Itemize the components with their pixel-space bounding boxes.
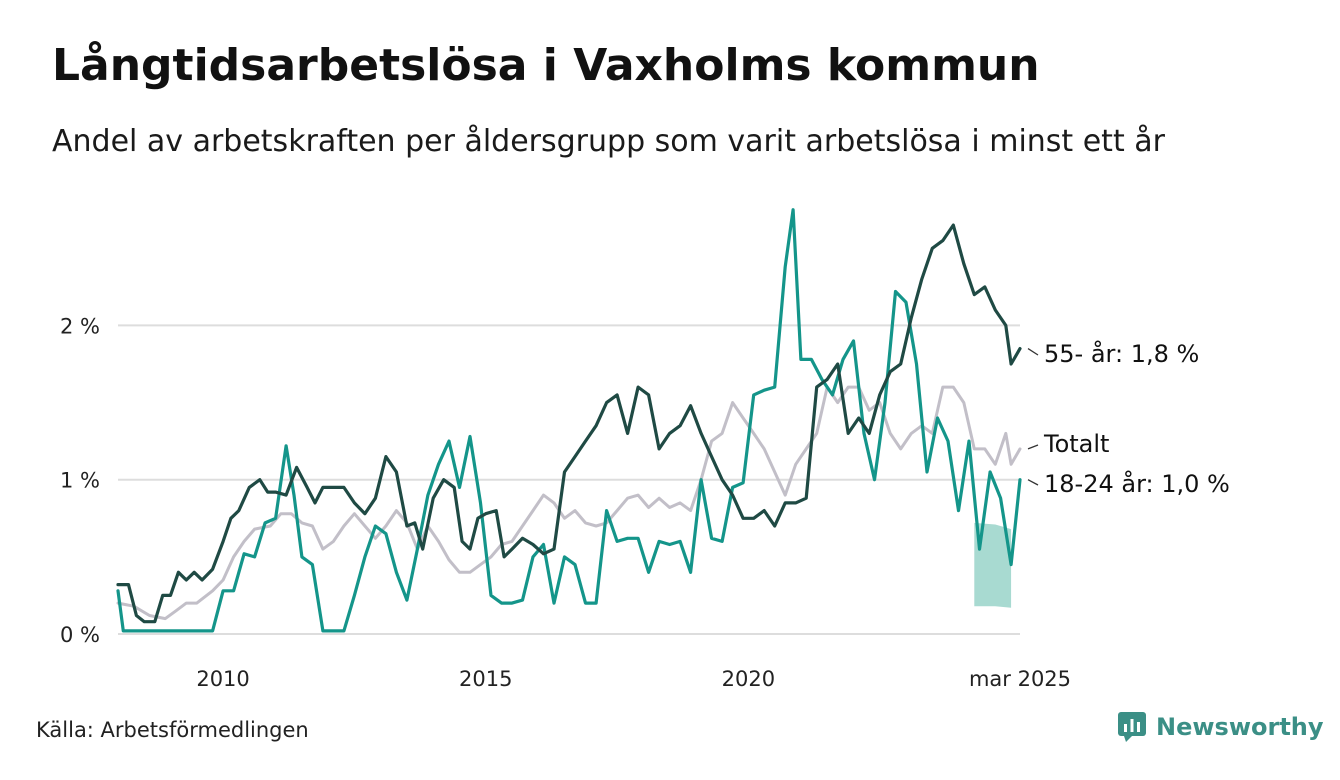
label-leader — [1027, 348, 1039, 356]
grid-layer — [118, 324, 1020, 635]
brand-logo: Newsworthy — [1118, 712, 1324, 742]
uncertainty-band — [974, 522, 1012, 608]
label-layer: 0 % 1 % 2 % 2010 2015 2020 mar 2025 Totalt 55- å… — [60, 314, 1230, 691]
series-line-total — [116, 385, 1022, 621]
y-tick-label: 2 % — [60, 314, 100, 338]
series-end-label: Totalt — [1043, 430, 1109, 458]
page-title: Långtidsarbetslösa i Vaxholms kommun — [52, 40, 1040, 91]
series-layer — [116, 208, 1022, 633]
series-line-age55 — [116, 223, 1022, 624]
label-leader — [1027, 444, 1039, 450]
uncertainty-band-layer — [974, 522, 1012, 608]
source-note: Källa: Arbetsförmedlingen — [36, 718, 309, 742]
page-subtitle: Andel av arbetskraften per åldersgrupp s… — [52, 124, 1165, 159]
label-leader — [1027, 479, 1039, 486]
x-tick-label: mar 2025 — [969, 667, 1071, 691]
y-tick-label: 1 % — [60, 469, 100, 493]
chart-bubble-icon — [1118, 712, 1146, 742]
x-tick-label: 2010 — [196, 667, 249, 691]
series-end-label: 55- år: 1,8 % — [1044, 339, 1199, 368]
brand-name: Newsworthy — [1156, 713, 1324, 741]
x-tick-label: 2015 — [459, 667, 512, 691]
series-line-age18_24 — [116, 208, 1022, 633]
x-tick-label: 2020 — [722, 667, 775, 691]
series-end-label: 18-24 år: 1,0 % — [1044, 469, 1230, 498]
y-tick-label: 0 % — [60, 623, 100, 647]
